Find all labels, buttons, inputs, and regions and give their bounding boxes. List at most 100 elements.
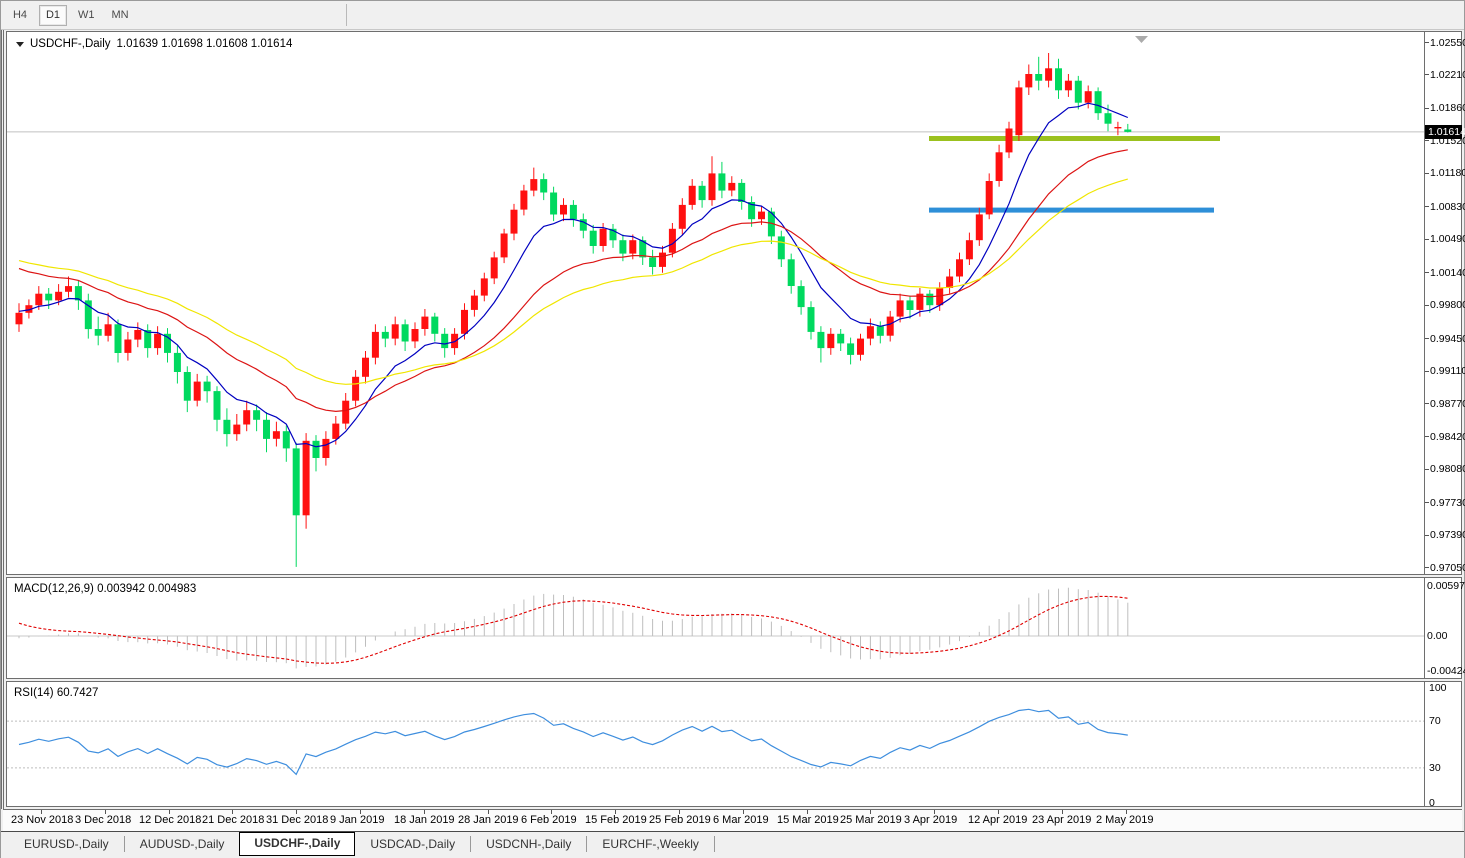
price-axis-tick: [1425, 108, 1429, 109]
price-axis-label: 0.97730: [1430, 497, 1465, 509]
time-axis-tick: [934, 810, 935, 814]
tab-separator: [123, 836, 125, 852]
price-axis-tick: [1425, 74, 1429, 75]
time-axis-tick: [488, 810, 489, 814]
current-price-badge: 1.01614: [1425, 125, 1465, 139]
timeframe-toolbar: H4 D1 W1 MN: [1, 1, 1464, 30]
price-axis-label: 1.00490: [1430, 233, 1465, 245]
price-axis-label: 1.00140: [1430, 267, 1465, 279]
time-axis-label: 18 Jan 2019: [394, 814, 455, 826]
chart-ohlc-values: 1.01639 1.01698 1.01608 1.01614: [116, 38, 293, 50]
rsi-label: RSI(14) 60.7427: [14, 687, 99, 699]
time-axis-tick: [1126, 810, 1127, 814]
chart-title: USDCHF-,Daily 1.01639 1.01698 1.01608 1.…: [16, 38, 292, 50]
rsi-axis-label: 100: [1429, 682, 1447, 694]
time-axis-tick: [679, 810, 680, 814]
time-axis-tick: [424, 810, 425, 814]
timeframe-w1-button[interactable]: W1: [78, 9, 95, 21]
price-axis-tick: [1425, 206, 1429, 207]
rsi-axis-label: 70: [1429, 715, 1441, 727]
time-axis-label: 28 Jan 2019: [458, 814, 519, 826]
chart-workspace: USDCHF-,Daily 1.01639 1.01698 1.01608 1.…: [1, 30, 1465, 809]
time-axis-tick: [615, 810, 616, 814]
price-axis-label: 0.97390: [1430, 529, 1465, 541]
time-axis-tick: [551, 810, 552, 814]
macd-axis-label: -0.004243: [1427, 665, 1465, 677]
macd-axis-label: 0.00: [1427, 630, 1448, 642]
time-axis-tick: [1062, 810, 1063, 814]
price-axis-label: 1.01180: [1430, 167, 1465, 179]
timeframe-mn-button[interactable]: MN: [111, 9, 129, 21]
rsi-axis-label: 0: [1429, 797, 1435, 809]
time-axis-label: 21 Dec 2018: [202, 814, 265, 826]
tab-eurchf-weekly[interactable]: EURCHF-,Weekly: [602, 837, 699, 851]
rsi-chart-canvas[interactable]: [7, 682, 1424, 806]
price-axis-label: 0.99450: [1430, 333, 1465, 345]
price-axis-tick: [1425, 502, 1429, 503]
rsi-plot[interactable]: RSI(14) 60.7427: [7, 682, 1424, 806]
time-axis[interactable]: 23 Nov 2018 3 Dec 2018 12 Dec 2018 21 Dec 2…: [3, 809, 1462, 831]
toolbar-separator: [346, 4, 347, 26]
price-axis-tick: [1425, 535, 1429, 536]
time-axis-label: 31 Dec 2018: [266, 814, 329, 826]
time-axis-tick: [105, 810, 106, 814]
price-axis-label: 0.98770: [1430, 398, 1465, 410]
macd-axis[interactable]: 0.00597 0.00 -0.004243: [1424, 578, 1465, 678]
price-axis-tick: [1425, 567, 1429, 568]
time-axis-tick: [998, 810, 999, 814]
tab-separator: [713, 836, 715, 852]
time-axis-tick: [232, 810, 233, 814]
symbol-dropdown-icon[interactable]: [16, 41, 24, 47]
time-axis-label: 15 Mar 2019: [777, 814, 839, 826]
time-axis-tick: [41, 810, 42, 814]
price-axis-tick: [1425, 42, 1429, 43]
price-axis-tick: [1425, 338, 1429, 339]
main-chart-panel: USDCHF-,Daily 1.01639 1.01698 1.01608 1.…: [6, 31, 1465, 575]
price-axis[interactable]: 1.01614 1.02550 1.02210 1.01860 1.01520 1.01…: [1424, 32, 1465, 574]
tab-usdcnh-daily[interactable]: USDCNH-,Daily: [486, 837, 572, 851]
tab-usdchf-daily[interactable]: USDCHF-,Daily: [239, 832, 356, 856]
time-axis-label: 2 May 2019: [1096, 814, 1154, 826]
macd-panel: MACD(12,26,9) 0.003942 0.004983 0.00597 0…: [6, 577, 1465, 679]
price-axis-tick: [1425, 305, 1429, 306]
timeframe-h4-button[interactable]: H4: [12, 9, 28, 21]
time-axis-tick: [296, 810, 297, 814]
tab-usdcad-daily[interactable]: USDCAD-,Daily: [370, 837, 456, 851]
candlestick-chart-canvas[interactable]: [7, 32, 1424, 574]
tab-separator: [470, 836, 472, 852]
time-axis-label: 6 Mar 2019: [713, 814, 769, 826]
time-axis-label: 23 Apr 2019: [1032, 814, 1092, 826]
tab-eurusd-daily[interactable]: EURUSD-,Daily: [24, 837, 109, 851]
time-axis-label: 3 Apr 2019: [904, 814, 958, 826]
tab-audusd-daily[interactable]: AUDUSD-,Daily: [139, 837, 225, 851]
macd-chart-canvas[interactable]: [7, 578, 1424, 678]
time-axis-label: 15 Feb 2019: [585, 814, 647, 826]
rsi-axis-label: 30: [1429, 762, 1441, 774]
rsi-panel: RSI(14) 60.7427 100 70 30 0: [6, 681, 1462, 809]
time-axis-label: 25 Mar 2019: [840, 814, 902, 826]
price-axis-tick: [1425, 272, 1429, 273]
time-axis-label: 12 Dec 2018: [139, 814, 202, 826]
macd-plot[interactable]: MACD(12,26,9) 0.003942 0.004983: [7, 578, 1424, 678]
tab-separator: [586, 836, 588, 852]
macd-axis-label: 0.00597: [1427, 580, 1465, 592]
time-axis-label: 12 Apr 2019: [968, 814, 1028, 826]
time-axis-tick: [807, 810, 808, 814]
price-axis-label: 0.98080: [1430, 463, 1465, 475]
price-axis-tick: [1425, 173, 1429, 174]
price-axis-label: 0.98420: [1430, 431, 1465, 443]
price-axis-label: 0.99110: [1430, 365, 1465, 377]
chart-symbol-label: USDCHF-,Daily: [30, 38, 111, 50]
rsi-axis[interactable]: 100 70 30 0: [1424, 682, 1461, 809]
timeframe-d1-button[interactable]: D1: [39, 4, 67, 26]
main-chart-plot[interactable]: USDCHF-,Daily 1.01639 1.01698 1.01608 1.…: [7, 32, 1424, 574]
time-axis-label: 9 Jan 2019: [330, 814, 385, 826]
time-axis-tick: [169, 810, 170, 814]
price-axis-label: 0.97050: [1430, 562, 1465, 574]
price-axis-tick: [1425, 140, 1429, 141]
time-axis-label: 3 Dec 2018: [75, 814, 132, 826]
price-axis-label: 1.02550: [1430, 37, 1465, 49]
macd-label: MACD(12,26,9) 0.003942 0.004983: [14, 583, 197, 595]
time-axis-label: 23 Nov 2018: [11, 814, 74, 826]
